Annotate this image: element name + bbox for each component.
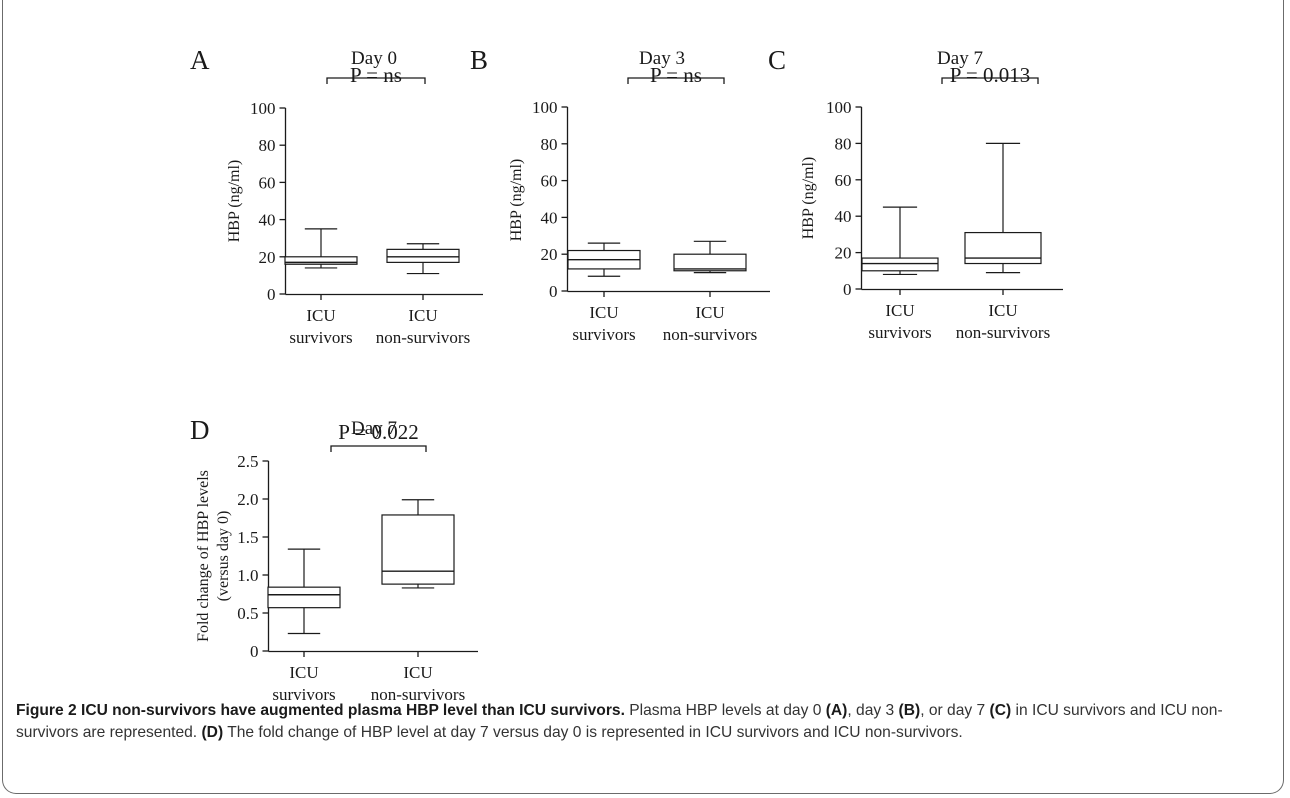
panel-c-x-label: survivors bbox=[868, 323, 931, 342]
panel-b-x-label: survivors bbox=[572, 325, 635, 344]
panel-a-y-tick-label: 80 bbox=[259, 136, 276, 155]
caption-text-5: The fold change of HBP level at day 7 ve… bbox=[223, 724, 963, 741]
panel-a-y-tick-label: 40 bbox=[259, 211, 276, 230]
panel-b-y-tick-label: 60 bbox=[541, 172, 558, 191]
panel-c-x-label: ICU bbox=[885, 301, 914, 320]
panel-b-x-label: non-survivors bbox=[663, 325, 757, 344]
box-iqr bbox=[267, 586, 341, 609]
panel-c-y-tick-label: 60 bbox=[835, 171, 852, 190]
panel-c-title: Day 7 bbox=[937, 48, 983, 69]
box-iqr bbox=[861, 257, 939, 272]
caption-lead: Figure 2 ICU non-survivors have augmente… bbox=[16, 702, 625, 719]
panel-d-x-label: ICU bbox=[403, 663, 432, 682]
panel-a-x-label: non-survivors bbox=[376, 328, 470, 347]
panel-a-y-tick-label: 20 bbox=[259, 248, 276, 267]
panel-c-x-label: non-survivors bbox=[956, 323, 1050, 342]
caption-text-4: in ICU survivors and ICU non-survivors a… bbox=[16, 702, 1223, 741]
box-iqr bbox=[381, 514, 455, 585]
panel-d-box-non-survivors: ICU non-survivors bbox=[371, 499, 465, 700]
box-iqr bbox=[386, 248, 460, 263]
panel-b-y-label: HBP (ng/ml) bbox=[508, 159, 525, 242]
panel-a-box-survivors: ICU survivors bbox=[284, 228, 358, 347]
caption-text-2: , day 3 bbox=[847, 702, 899, 719]
panel-a: A Day 0P = ns 0 20 40 60 80 100 HBP (ng/ml) ICU su… bbox=[190, 45, 483, 347]
panel-d-y-tick-label: 2.0 bbox=[237, 490, 258, 509]
panel-a-letter: A bbox=[190, 45, 210, 75]
panel-c-box-non-survivors: ICU non-survivors bbox=[956, 142, 1050, 342]
caption-ref-c: (C) bbox=[989, 702, 1012, 719]
panel-a-box-non-survivors: ICU non-survivors bbox=[376, 243, 470, 347]
panel-d-y-tick-label: 0 bbox=[250, 642, 259, 661]
figure-caption: Figure 2 ICU non-survivors have augmente… bbox=[16, 700, 1278, 744]
panel-d-letter: D bbox=[190, 415, 210, 445]
panel-a-sig-bracket bbox=[326, 77, 426, 84]
panel-a-x-label: ICU bbox=[408, 306, 437, 325]
box-iqr bbox=[964, 231, 1042, 265]
panel-d-y-tick-label: 1.5 bbox=[237, 528, 258, 547]
caption-ref-b: (B) bbox=[898, 702, 921, 719]
panel-c-y-tick-label: 80 bbox=[835, 134, 852, 153]
panel-b-sig-bracket bbox=[627, 77, 725, 84]
panel-b-pvalue: P = ns bbox=[650, 63, 702, 87]
panel-c-sig-bracket bbox=[941, 77, 1039, 84]
panel-d-x-label: survivors bbox=[272, 685, 335, 700]
panel-a-y-tick-label: 100 bbox=[250, 99, 276, 118]
panel-b-y-tick-label: 20 bbox=[541, 245, 558, 264]
panel-d-pvalue: P = 0.022 bbox=[338, 420, 419, 444]
panel-c-y-label: HBP (ng/ml) bbox=[800, 157, 817, 240]
panel-c-pvalue: P = 0.013 bbox=[950, 63, 1031, 87]
caption-text-3: , or day 7 bbox=[920, 702, 990, 719]
panel-c-y-tick-label: 0 bbox=[843, 280, 852, 299]
caption-ref-d: (D) bbox=[201, 724, 224, 741]
panel-b-x-label: ICU bbox=[695, 303, 724, 322]
panel-a-pvalue: P = ns bbox=[350, 63, 402, 87]
panel-c-letter: C bbox=[768, 45, 786, 75]
panel-d-x-label: non-survivors bbox=[371, 685, 465, 700]
panel-b-title: Day 3 bbox=[639, 48, 685, 69]
panel-a-y-label: HBP (ng/ml) bbox=[226, 160, 243, 243]
panel-a-x-label: ICU bbox=[306, 306, 335, 325]
panel-b-letter: B bbox=[470, 45, 488, 75]
panel-d-box-survivors: ICU survivors bbox=[267, 548, 341, 700]
panel-d-x-label: ICU bbox=[289, 663, 318, 682]
panel-c-y-tick-label: 100 bbox=[826, 98, 852, 117]
panel-c: C Day 7P = 0.013 0 20 40 60 80 100 HBP (ng/ml) IC… bbox=[768, 45, 1063, 342]
panel-b-box-survivors: ICU survivors bbox=[567, 242, 641, 344]
panel-c-x-label: ICU bbox=[988, 301, 1017, 320]
panel-b-y-tick-label: 40 bbox=[541, 208, 558, 227]
box-iqr bbox=[284, 256, 358, 265]
panel-d-y-label: (versus day 0) bbox=[215, 511, 232, 602]
panel-b-x-label: ICU bbox=[589, 303, 618, 322]
box-iqr bbox=[673, 253, 747, 272]
panel-a-y-tick-label: 0 bbox=[267, 285, 276, 304]
caption-text-1: Plasma HBP levels at day 0 bbox=[624, 702, 826, 719]
panel-a-title: Day 0 bbox=[351, 48, 397, 69]
panel-b-box-non-survivors: ICU non-survivors bbox=[663, 240, 757, 344]
panel-c-y-tick-label: 20 bbox=[835, 244, 852, 263]
panel-a-x-label: survivors bbox=[289, 328, 352, 347]
panel-c-y-tick-label: 40 bbox=[835, 207, 852, 226]
panel-b-y-tick-label: 0 bbox=[549, 282, 558, 301]
panel-d-y-tick-label: 0.5 bbox=[237, 604, 258, 623]
panel-d: D Day 7P = 0.022 0 0.5 1.0 1.5 2.0 2.5 Fold chan… bbox=[190, 415, 478, 700]
panel-d-title: Day 7 bbox=[351, 418, 397, 439]
panel-b-y-tick-label: 80 bbox=[541, 135, 558, 154]
panel-b-y-tick-label: 100 bbox=[532, 98, 558, 117]
caption-ref-a: (A) bbox=[825, 702, 848, 719]
panel-c-box-survivors: ICU survivors bbox=[861, 206, 939, 342]
panel-b: B Day 3P = ns 0 20 40 60 80 100 HBP (ng/ml) ICU su… bbox=[470, 45, 770, 344]
panel-d-sig-bracket bbox=[330, 445, 427, 452]
panel-d-y-label: Fold change of HBP levels bbox=[195, 470, 212, 642]
panel-d-y-tick-label: 2.5 bbox=[237, 452, 258, 471]
panel-d-y-tick-label: 1.0 bbox=[237, 566, 258, 585]
panel-a-y-tick-label: 60 bbox=[259, 173, 276, 192]
